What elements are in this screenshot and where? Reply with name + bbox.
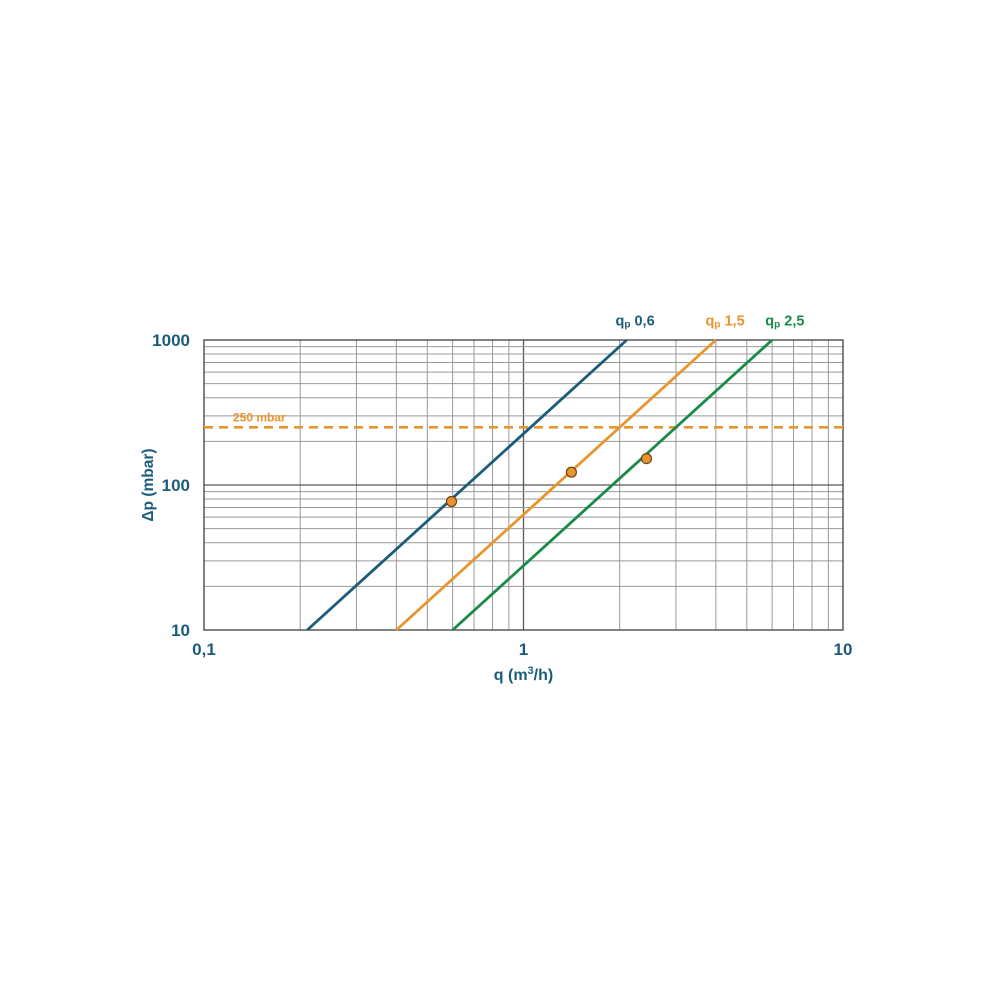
svg-text:qp 2,5: qp 2,5 bbox=[765, 314, 804, 331]
svg-text:qp 0,6: qp 0,6 bbox=[616, 314, 655, 331]
svg-text:10: 10 bbox=[834, 640, 853, 659]
svg-text:Δp (mbar): Δp (mbar) bbox=[140, 448, 157, 521]
svg-text:250 mbar: 250 mbar bbox=[233, 411, 286, 425]
svg-text:qp 1,5: qp 1,5 bbox=[706, 314, 745, 331]
svg-text:q (m3/h): q (m3/h) bbox=[494, 665, 553, 684]
svg-text:10: 10 bbox=[171, 621, 190, 640]
svg-text:0,1: 0,1 bbox=[192, 640, 216, 659]
svg-text:1: 1 bbox=[519, 640, 528, 659]
svg-text:1000: 1000 bbox=[152, 331, 190, 350]
svg-text:100: 100 bbox=[162, 476, 190, 495]
